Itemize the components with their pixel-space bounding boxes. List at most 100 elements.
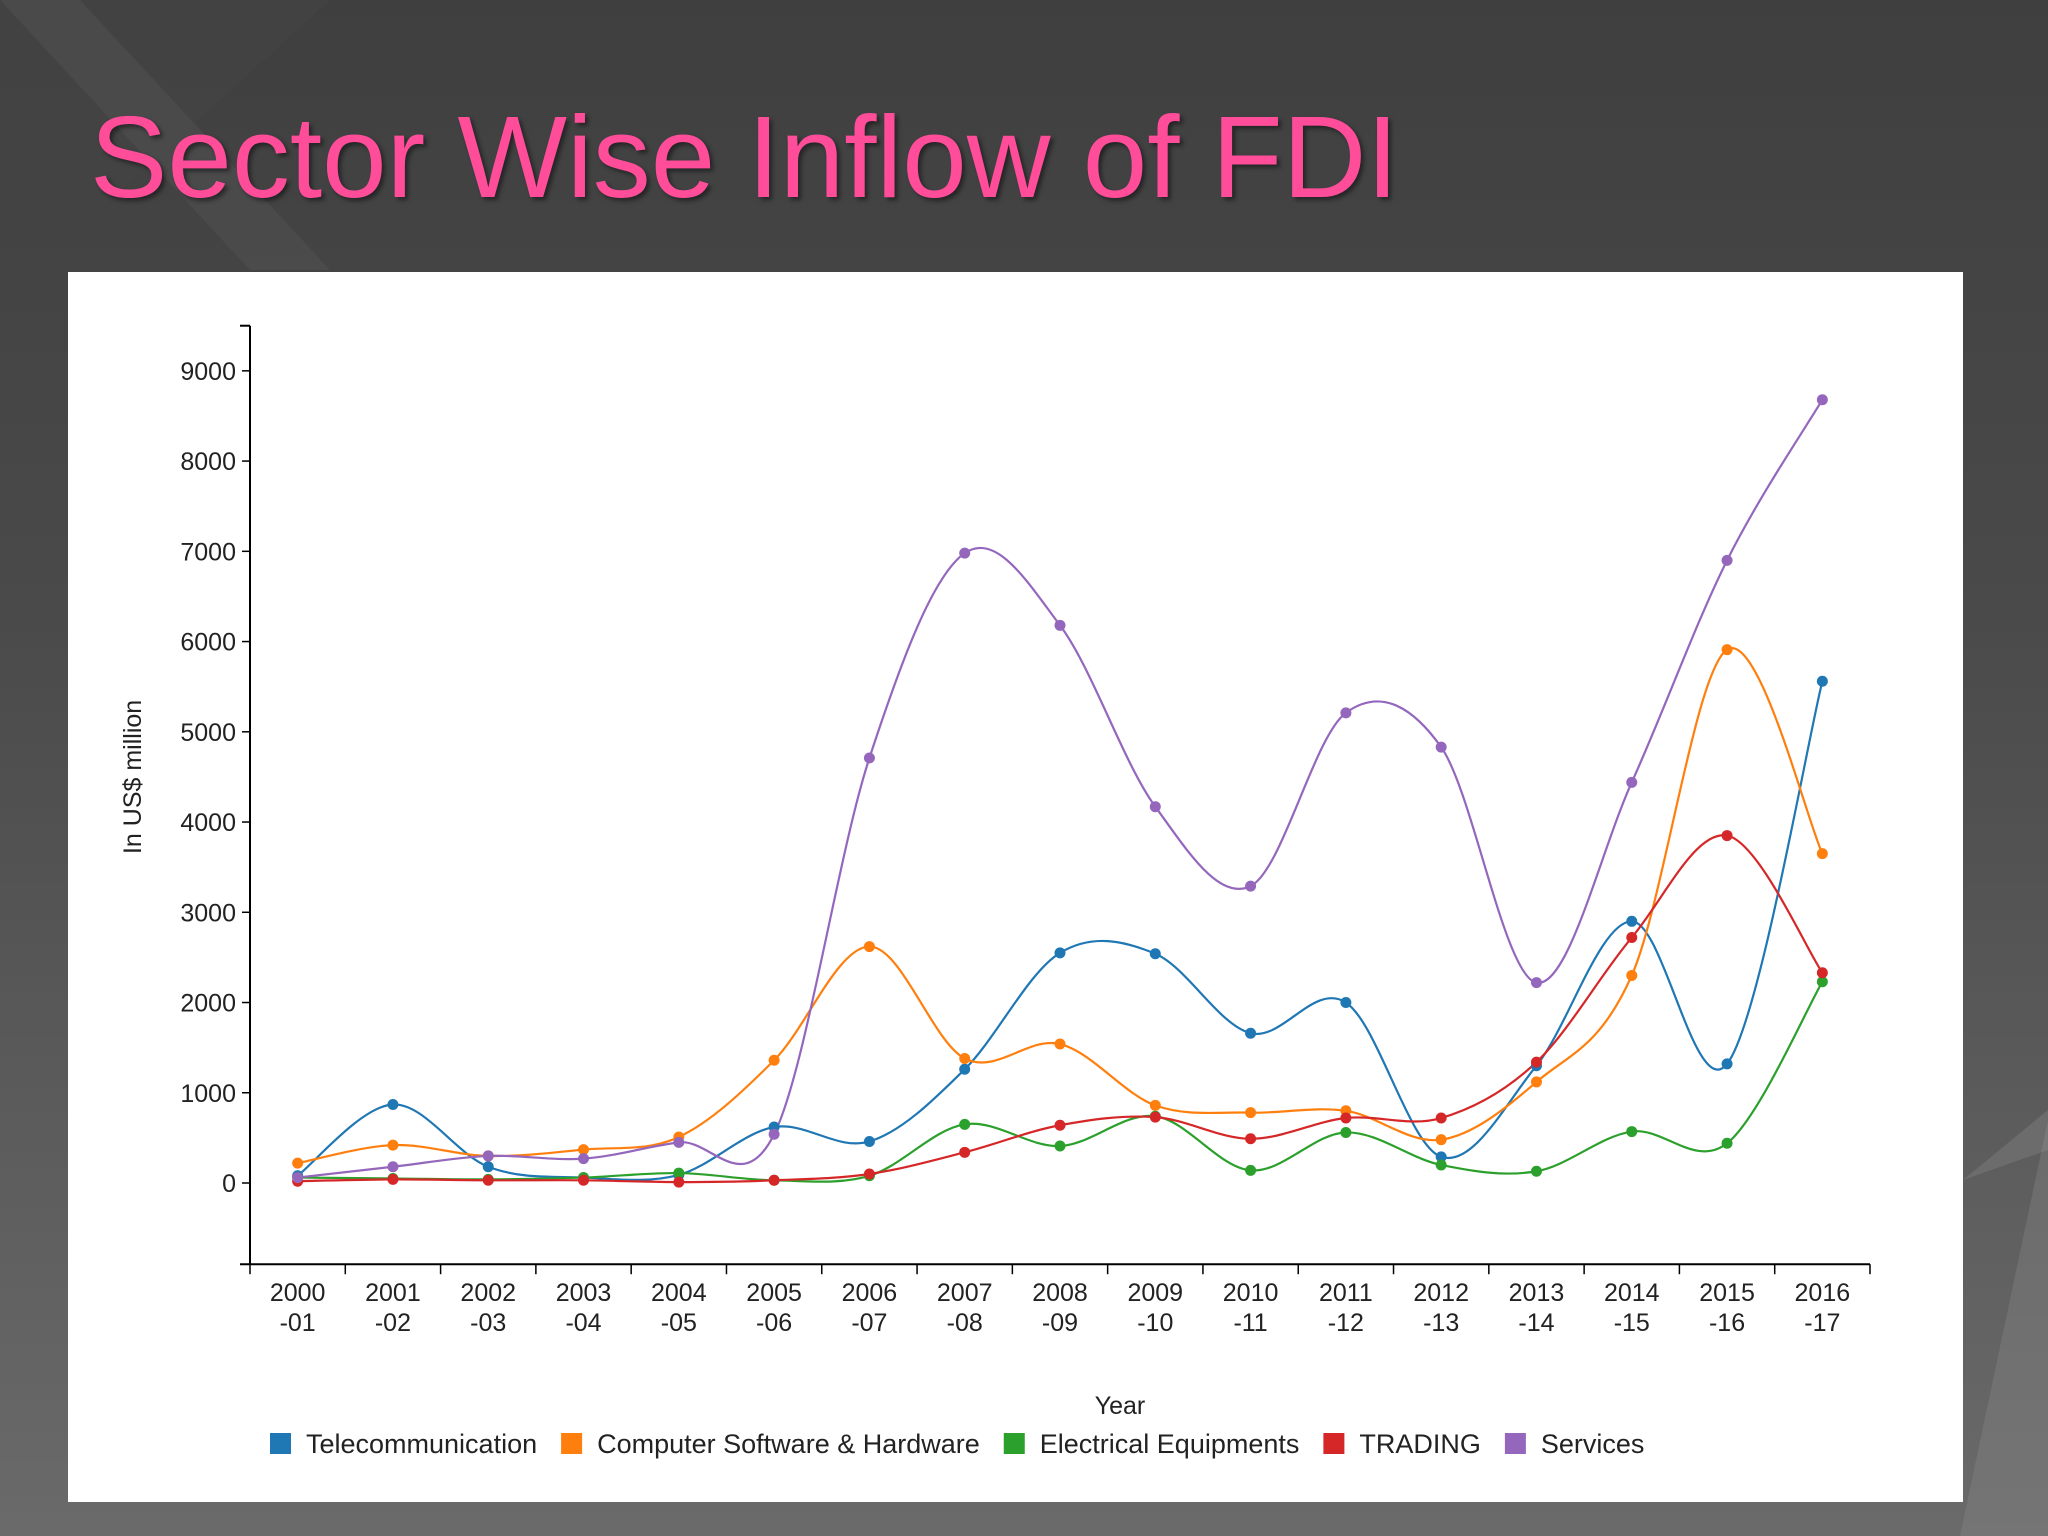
x-tick-label: 2012 -13 bbox=[1413, 1279, 1469, 1337]
data-point-trading bbox=[1054, 1119, 1066, 1131]
legend-label-computer-software-hardware: Computer Software & Hardware bbox=[597, 1429, 980, 1459]
series-lines bbox=[296, 399, 1824, 1184]
legend-swatch-telecommunication bbox=[270, 1433, 291, 1454]
data-point-computer-software-hardware bbox=[387, 1139, 399, 1151]
data-point-computer-software-hardware bbox=[768, 1054, 780, 1066]
y-tick-label: 0 bbox=[222, 1170, 236, 1198]
legend-label-electrical-equipments: Electrical Equipments bbox=[1040, 1429, 1300, 1459]
x-tick-label: 2006 -07 bbox=[842, 1279, 898, 1337]
data-point-electrical-equipments bbox=[1340, 1126, 1352, 1138]
data-point-services bbox=[1626, 776, 1638, 788]
data-point-trading bbox=[1245, 1133, 1257, 1145]
y-tick-label: 2000 bbox=[180, 990, 236, 1018]
data-point-electrical-equipments bbox=[959, 1118, 971, 1130]
data-point-telecommunication bbox=[1435, 1151, 1447, 1163]
data-point-telecommunication bbox=[387, 1098, 399, 1110]
data-point-services bbox=[578, 1153, 590, 1165]
legend-label-trading: TRADING bbox=[1359, 1429, 1481, 1459]
series-points bbox=[292, 394, 1828, 1188]
x-tick-label: 2010 -11 bbox=[1223, 1279, 1279, 1337]
series-line-electrical-equipments bbox=[297, 981, 1824, 1183]
data-point-services bbox=[673, 1136, 685, 1148]
data-point-computer-software-hardware bbox=[1435, 1134, 1447, 1146]
x-tick-label: 2002 -03 bbox=[460, 1279, 516, 1337]
x-tick-label: 2011 -12 bbox=[1319, 1279, 1373, 1337]
data-point-electrical-equipments bbox=[1435, 1159, 1447, 1171]
data-point-trading bbox=[959, 1146, 971, 1158]
x-tick-label: 2013 -14 bbox=[1509, 1279, 1565, 1337]
data-point-computer-software-hardware bbox=[1245, 1107, 1257, 1119]
line-chart: 0 1000 2000 3000 4000 5000 6000 7000 8000 9000 200… bbox=[119, 324, 1871, 1459]
data-point-telecommunication bbox=[1816, 675, 1828, 687]
x-tick-label: 2007 -08 bbox=[937, 1279, 993, 1337]
y-tick-label: 9000 bbox=[180, 358, 236, 386]
data-point-electrical-equipments bbox=[1626, 1126, 1638, 1138]
y-tick-label: 3000 bbox=[180, 899, 236, 927]
x-axis-title: Year bbox=[1095, 1392, 1146, 1420]
x-tick-label: 2004 -05 bbox=[651, 1279, 707, 1337]
data-point-trading bbox=[1626, 932, 1638, 944]
x-tick-label: 2009 -10 bbox=[1127, 1279, 1183, 1337]
data-point-services bbox=[1245, 880, 1257, 892]
data-point-computer-software-hardware bbox=[1530, 1076, 1542, 1088]
series-line-trading bbox=[297, 834, 1824, 1184]
data-point-telecommunication bbox=[959, 1063, 971, 1075]
legend-swatch-electrical-equipments bbox=[1003, 1433, 1025, 1454]
x-tick-label: 2015 -16 bbox=[1699, 1279, 1755, 1337]
data-point-telecommunication bbox=[1721, 1058, 1733, 1070]
data-point-trading bbox=[482, 1174, 494, 1186]
x-tick-label: 2014 -15 bbox=[1604, 1279, 1660, 1337]
chart-panel: 0 1000 2000 3000 4000 5000 6000 7000 8000 9000 200… bbox=[68, 272, 1963, 1502]
data-point-trading bbox=[1149, 1111, 1161, 1123]
data-point-electrical-equipments bbox=[1816, 976, 1828, 988]
chart-legend: Telecommunication Computer Software & Har… bbox=[270, 1429, 1644, 1459]
y-tick-label: 4000 bbox=[180, 809, 236, 837]
data-point-telecommunication bbox=[1340, 997, 1352, 1009]
legend-swatch-trading bbox=[1323, 1433, 1345, 1454]
data-point-services bbox=[292, 1172, 304, 1184]
data-point-trading bbox=[1721, 830, 1733, 842]
data-point-computer-software-hardware bbox=[1816, 848, 1828, 860]
data-point-trading bbox=[1816, 967, 1828, 979]
data-point-trading bbox=[1340, 1112, 1352, 1124]
data-point-services bbox=[768, 1128, 780, 1140]
data-point-services bbox=[1340, 707, 1352, 719]
data-point-trading bbox=[1530, 1056, 1542, 1068]
legend-label-telecommunication: Telecommunication bbox=[306, 1429, 537, 1459]
data-point-telecommunication bbox=[1149, 948, 1161, 960]
data-point-electrical-equipments bbox=[1721, 1137, 1733, 1149]
data-point-services bbox=[1721, 554, 1733, 566]
data-point-telecommunication bbox=[863, 1135, 875, 1147]
data-point-computer-software-hardware bbox=[1626, 969, 1638, 981]
chart-axes: 0 1000 2000 3000 4000 5000 6000 7000 8000 9000 200… bbox=[119, 324, 1871, 1420]
x-tick-label: 2003 -04 bbox=[556, 1279, 612, 1337]
data-point-telecommunication bbox=[1626, 915, 1638, 927]
y-tick-label: 8000 bbox=[180, 448, 236, 476]
data-point-electrical-equipments bbox=[1530, 1165, 1542, 1177]
data-point-services bbox=[482, 1150, 494, 1162]
x-tick-label: 2005 -06 bbox=[746, 1279, 802, 1337]
data-point-trading bbox=[578, 1174, 590, 1186]
data-point-computer-software-hardware bbox=[578, 1144, 590, 1156]
data-point-telecommunication bbox=[1245, 1027, 1257, 1039]
data-point-electrical-equipments bbox=[1245, 1164, 1257, 1176]
data-point-services bbox=[959, 547, 971, 559]
data-point-trading bbox=[768, 1174, 780, 1186]
data-point-services bbox=[1149, 801, 1161, 813]
series-line-telecommunication bbox=[296, 681, 1824, 1181]
data-point-trading bbox=[387, 1173, 399, 1185]
data-point-services bbox=[863, 752, 875, 764]
data-point-services bbox=[387, 1161, 399, 1173]
y-tick-label: 5000 bbox=[180, 719, 236, 747]
data-point-computer-software-hardware bbox=[1149, 1099, 1161, 1111]
data-point-telecommunication bbox=[1054, 947, 1066, 959]
x-tick-label: 2001 -02 bbox=[365, 1279, 421, 1337]
data-point-trading bbox=[863, 1168, 875, 1180]
data-point-trading bbox=[673, 1176, 685, 1188]
data-point-computer-software-hardware bbox=[1721, 644, 1733, 656]
data-point-telecommunication bbox=[482, 1161, 494, 1173]
data-point-services bbox=[1435, 741, 1447, 753]
y-axis-title: In US$ million bbox=[119, 700, 147, 854]
data-point-computer-software-hardware bbox=[959, 1052, 971, 1064]
